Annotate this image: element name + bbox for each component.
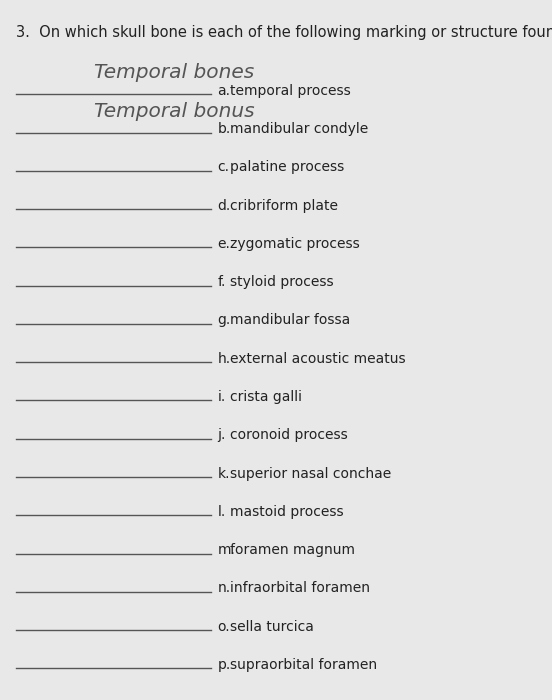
Text: o.: o. bbox=[217, 620, 230, 634]
Text: m.: m. bbox=[217, 543, 236, 557]
Text: e.: e. bbox=[217, 237, 230, 251]
Text: external acoustic meatus: external acoustic meatus bbox=[230, 351, 405, 365]
Text: b.: b. bbox=[217, 122, 231, 136]
Text: Temporal bones: Temporal bones bbox=[93, 63, 254, 83]
Text: sella turcica: sella turcica bbox=[230, 620, 314, 634]
Text: palatine process: palatine process bbox=[230, 160, 344, 174]
Text: l.: l. bbox=[217, 505, 226, 519]
Text: a.: a. bbox=[217, 84, 231, 98]
Text: mastoid process: mastoid process bbox=[230, 505, 343, 519]
Text: foramen magnum: foramen magnum bbox=[230, 543, 355, 557]
Text: 3.  On which skull bone is each of the following marking or structure found?: 3. On which skull bone is each of the fo… bbox=[16, 25, 552, 39]
Text: mandibular fossa: mandibular fossa bbox=[230, 314, 350, 328]
Text: zygomatic process: zygomatic process bbox=[230, 237, 359, 251]
Text: h.: h. bbox=[217, 351, 231, 365]
Text: infraorbital foramen: infraorbital foramen bbox=[230, 582, 370, 596]
Text: k.: k. bbox=[217, 466, 230, 480]
Text: superior nasal conchae: superior nasal conchae bbox=[230, 466, 391, 480]
Text: p.: p. bbox=[217, 658, 231, 672]
Text: coronoid process: coronoid process bbox=[230, 428, 348, 442]
Text: f.: f. bbox=[217, 275, 226, 289]
Text: Temporal bonus: Temporal bonus bbox=[93, 102, 254, 120]
Text: i.: i. bbox=[217, 390, 226, 404]
Text: cribriform plate: cribriform plate bbox=[230, 199, 338, 213]
Text: mandibular condyle: mandibular condyle bbox=[230, 122, 368, 136]
Text: n.: n. bbox=[217, 582, 231, 596]
Text: crista galli: crista galli bbox=[230, 390, 302, 404]
Text: supraorbital foramen: supraorbital foramen bbox=[230, 658, 377, 672]
Text: styloid process: styloid process bbox=[230, 275, 333, 289]
Text: c.: c. bbox=[217, 160, 230, 174]
Text: j.: j. bbox=[217, 428, 226, 442]
Text: d.: d. bbox=[217, 199, 231, 213]
Text: g.: g. bbox=[217, 314, 231, 328]
Text: temporal process: temporal process bbox=[230, 84, 351, 98]
